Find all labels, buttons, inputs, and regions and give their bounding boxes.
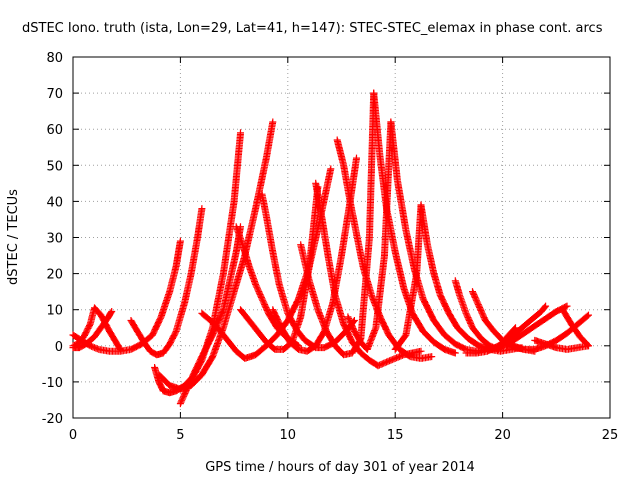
y-tick-label: 20 <box>46 268 63 283</box>
y-tick-label: 50 <box>46 159 63 174</box>
x-tick-label: 25 <box>602 428 619 443</box>
data-point-markers <box>488 302 571 353</box>
data-point-markers <box>559 306 592 350</box>
x-tick-label: 15 <box>387 428 404 443</box>
data-point-markers <box>69 308 116 352</box>
series-arc <box>531 336 592 353</box>
y-tick-label: 80 <box>46 51 63 66</box>
y-axis-label: dSTEC / TECUs <box>6 189 21 285</box>
data-point-markers <box>127 205 206 359</box>
series-arc <box>232 223 302 350</box>
data-point-markers <box>344 118 395 353</box>
y-tick-label: -10 <box>42 376 63 391</box>
chart-title: dSTEC Iono. truth (ista, Lon=29, Lat=41,… <box>22 21 603 36</box>
data-point-markers <box>258 190 358 352</box>
y-tick-label: 40 <box>46 195 63 210</box>
data-point-markers <box>387 118 492 355</box>
y-tick-label: 10 <box>46 304 63 319</box>
series-arc <box>151 129 244 397</box>
data-point-markers <box>151 129 244 397</box>
series-arc <box>488 302 571 353</box>
data-point-markers <box>531 336 592 353</box>
y-tick-label: 30 <box>46 232 63 247</box>
series-arc <box>451 277 502 353</box>
data-point-markers <box>232 223 302 350</box>
series-arc <box>258 190 358 352</box>
data-point-markers <box>69 237 184 355</box>
data-marks <box>69 89 592 408</box>
x-tick-label: 20 <box>494 428 511 443</box>
series-arc <box>499 324 519 346</box>
series-arc <box>344 118 395 353</box>
data-point-markers <box>451 277 502 353</box>
data-point-markers <box>499 324 519 346</box>
series-arc <box>297 89 378 359</box>
series-arc <box>391 201 425 353</box>
series-arc <box>559 306 592 350</box>
series-arc <box>417 201 526 355</box>
y-tick-label: 0 <box>55 340 63 355</box>
data-point-markers <box>417 201 526 355</box>
x-tick-label: 5 <box>176 428 184 443</box>
data-point-markers <box>297 89 378 359</box>
series-arc <box>387 118 492 355</box>
y-tick-label: 60 <box>46 123 63 138</box>
tick-labels: 0 5 10 15 20 25 -20 -10 0 10 20 30 40 50 60 70 80 <box>42 51 619 443</box>
x-tick-label: 0 <box>69 428 77 443</box>
y-tick-label: -20 <box>42 412 63 427</box>
x-axis-label: GPS time / hours of day 301 of year 2014 <box>205 460 475 475</box>
series-arc <box>127 205 206 359</box>
series-arc <box>69 308 116 352</box>
series-arc <box>69 237 184 355</box>
data-point-markers <box>391 201 425 353</box>
x-tick-label: 10 <box>280 428 297 443</box>
y-tick-label: 70 <box>46 87 63 102</box>
